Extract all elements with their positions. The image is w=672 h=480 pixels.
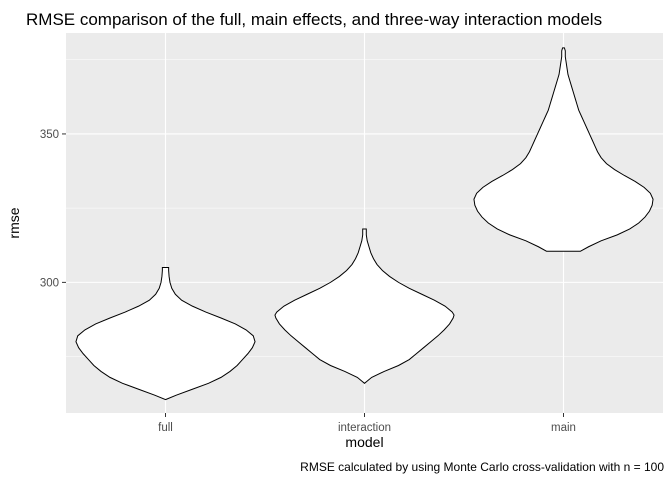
chart-title: RMSE comparison of the full, main effect…: [26, 10, 602, 29]
x-tick-label-full: full: [158, 422, 173, 434]
violin-full: [75, 267, 256, 401]
y-axis: 300 350: [40, 129, 66, 289]
x-tick-label-interaction: interaction: [338, 422, 391, 434]
x-axis-title: model: [345, 434, 383, 450]
y-tick-label: 350: [40, 129, 59, 141]
x-tick-label-main: main: [551, 422, 576, 434]
violin-interaction: [274, 228, 455, 384]
violins: [75, 47, 654, 401]
y-axis-title: rmse: [6, 207, 22, 238]
x-axis: full interaction main: [158, 413, 576, 434]
violin-main: [473, 47, 654, 252]
chart-caption: RMSE calculated by using Monte Carlo cro…: [300, 460, 664, 474]
y-tick-label: 300: [40, 277, 59, 289]
